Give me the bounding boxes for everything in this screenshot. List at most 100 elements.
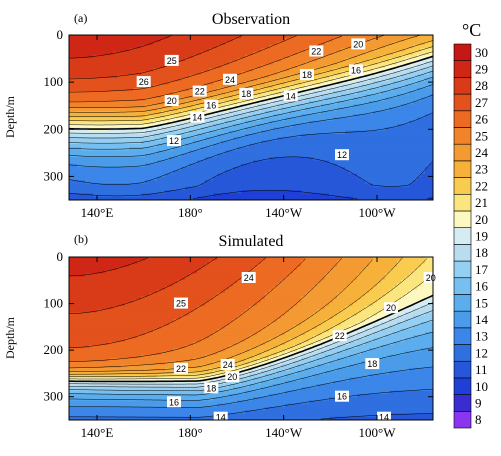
field-cell bbox=[245, 61, 250, 66]
field-cell bbox=[169, 173, 174, 178]
field-cell bbox=[109, 64, 114, 69]
field-cell bbox=[97, 167, 102, 171]
field-cell bbox=[221, 190, 226, 194]
field-cell bbox=[73, 64, 78, 69]
field-cell bbox=[301, 163, 306, 168]
field-cell bbox=[257, 173, 262, 178]
field-cell bbox=[233, 117, 238, 122]
field-cell bbox=[297, 160, 302, 165]
field-cell bbox=[157, 173, 162, 178]
field-cell bbox=[69, 299, 74, 304]
field-cell bbox=[221, 58, 226, 62]
field-cell bbox=[297, 196, 302, 200]
field-cell bbox=[73, 183, 78, 188]
field-cell bbox=[105, 64, 110, 69]
field-cell bbox=[269, 124, 274, 128]
field-cell bbox=[425, 58, 430, 62]
field-cell bbox=[381, 186, 386, 191]
field-cell bbox=[373, 120, 378, 125]
field-cell bbox=[177, 117, 182, 122]
field-cell bbox=[77, 35, 82, 39]
field-cell bbox=[285, 101, 290, 105]
field-cell bbox=[177, 104, 182, 109]
field-cell bbox=[149, 147, 154, 152]
field-cell bbox=[85, 312, 90, 317]
field-cell bbox=[217, 114, 222, 119]
field-cell bbox=[341, 35, 346, 39]
field-cell bbox=[221, 97, 226, 102]
field-cell bbox=[397, 44, 402, 49]
field-cell bbox=[325, 134, 330, 138]
field-cell bbox=[129, 68, 134, 72]
field-cell bbox=[77, 367, 82, 372]
field-cell bbox=[293, 81, 298, 86]
field-cell bbox=[293, 170, 298, 175]
field-cell bbox=[405, 110, 410, 115]
field-cell bbox=[397, 107, 402, 112]
field-cell bbox=[141, 186, 146, 191]
field-cell bbox=[341, 58, 346, 62]
field-cell bbox=[77, 137, 82, 142]
field-cell bbox=[325, 183, 330, 188]
field-cell bbox=[329, 77, 334, 82]
field-cell bbox=[133, 173, 138, 178]
field-cell bbox=[69, 38, 74, 43]
field-cell bbox=[141, 150, 146, 155]
field-cell bbox=[153, 193, 158, 198]
field-cell bbox=[217, 81, 222, 86]
field-cell bbox=[205, 180, 210, 185]
field-cell bbox=[345, 143, 350, 148]
field-cell bbox=[365, 134, 370, 138]
field-cell bbox=[345, 117, 350, 122]
field-cell bbox=[385, 127, 390, 132]
field-cell bbox=[337, 183, 342, 188]
field-cell bbox=[389, 196, 394, 200]
field-cell bbox=[385, 140, 390, 145]
field-cell bbox=[225, 54, 230, 59]
field-cell bbox=[397, 140, 402, 145]
field-cell bbox=[105, 87, 110, 92]
field-cell bbox=[193, 120, 198, 125]
field-cell bbox=[169, 104, 174, 109]
field-cell bbox=[133, 107, 138, 112]
field-cell bbox=[73, 186, 78, 191]
field-cell bbox=[161, 147, 166, 152]
field-cell bbox=[345, 68, 350, 72]
field-cell bbox=[93, 403, 98, 408]
field-cell bbox=[105, 183, 110, 188]
field-cell bbox=[181, 163, 186, 168]
field-cell bbox=[409, 77, 414, 82]
field-cell bbox=[369, 54, 374, 59]
field-cell bbox=[121, 71, 126, 76]
field-cell bbox=[77, 351, 82, 356]
field-cell bbox=[85, 410, 90, 415]
field-cell bbox=[113, 157, 118, 161]
field-cell bbox=[345, 110, 350, 115]
field-cell bbox=[81, 107, 86, 112]
field-cell bbox=[225, 153, 230, 158]
field-cell bbox=[85, 124, 90, 128]
field-cell bbox=[133, 91, 138, 95]
field-cell bbox=[241, 190, 246, 194]
field-cell bbox=[421, 44, 426, 49]
field-cell bbox=[197, 41, 202, 46]
field-cell bbox=[249, 71, 254, 76]
field-cell bbox=[285, 124, 290, 128]
field-cell bbox=[93, 286, 98, 291]
field-cell bbox=[145, 140, 150, 145]
field-cell bbox=[237, 41, 242, 46]
field-cell bbox=[361, 134, 366, 138]
field-cell bbox=[337, 180, 342, 185]
field-cell bbox=[105, 196, 110, 200]
field-cell bbox=[77, 77, 82, 82]
field-cell bbox=[393, 140, 398, 145]
field-cell bbox=[273, 84, 278, 89]
field-cell bbox=[101, 186, 106, 191]
field-cell bbox=[265, 101, 270, 105]
field-cell bbox=[121, 134, 126, 138]
field-cell bbox=[233, 107, 238, 112]
field-cell bbox=[173, 150, 178, 155]
field-cell bbox=[361, 143, 366, 148]
field-cell bbox=[273, 130, 278, 135]
field-cell bbox=[297, 120, 302, 125]
